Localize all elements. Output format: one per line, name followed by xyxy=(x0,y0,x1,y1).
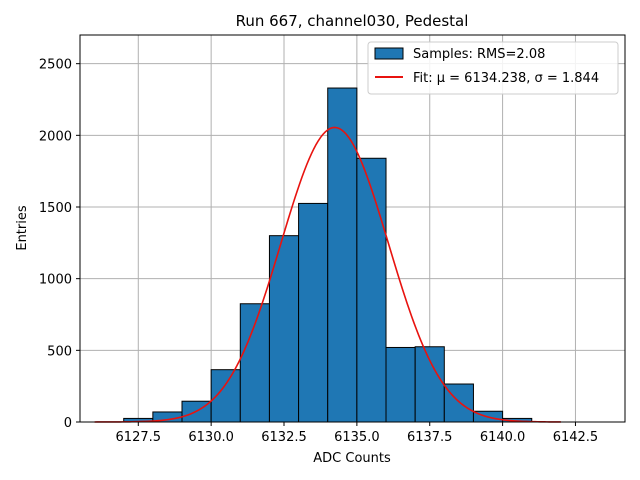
legend-samples-label: Samples: RMS=2.08 xyxy=(413,47,545,62)
histogram-bar xyxy=(298,202,329,423)
x-tick-label: 6140.0 xyxy=(480,430,526,445)
histogram-bar xyxy=(414,346,445,423)
legend-fit-label: Fit: μ = 6134.238, σ = 1.844 xyxy=(413,71,599,86)
legend-samples-swatch xyxy=(374,47,404,60)
histogram-bar xyxy=(268,235,300,423)
x-tick-label: 6130.0 xyxy=(188,430,234,445)
legend-box xyxy=(367,41,619,95)
histogram-bar xyxy=(356,157,387,423)
x-tick-label: 6137.5 xyxy=(407,430,453,445)
histogram-bar xyxy=(327,87,358,423)
y-tick-label: 2500 xyxy=(39,58,72,73)
x-tick-label: 6142.5 xyxy=(553,430,599,445)
x-tick-label: 6132.5 xyxy=(261,430,307,445)
histogram-bar xyxy=(239,303,270,423)
x-tick-label: 6127.5 xyxy=(116,430,162,445)
y-axis-label: Entries xyxy=(15,205,30,251)
y-axis-ticks: 0 500 1000 1500 2000 2500 xyxy=(39,58,80,431)
x-tick-label: 6135.0 xyxy=(334,430,380,445)
plot-frame xyxy=(79,34,626,423)
x-axis-label: ADC Counts xyxy=(313,451,391,466)
legend: Samples: RMS=2.08 Fit: μ = 6134.238, σ =… xyxy=(367,41,619,95)
fit-curve xyxy=(94,126,561,423)
histogram-bars xyxy=(123,87,533,423)
chart-title: Run 667, channel030, Pedestal xyxy=(236,12,469,30)
y-tick-label: 0 xyxy=(64,416,72,431)
y-tick-label: 2000 xyxy=(39,129,72,144)
y-tick-label: 1000 xyxy=(39,273,72,288)
x-axis-ticks: 6127.5 6130.0 6132.5 6135.0 6137.5 6140.0 6142… xyxy=(116,422,599,445)
y-tick-label: 500 xyxy=(47,344,72,359)
y-tick-label: 1500 xyxy=(39,201,72,216)
histogram-bar xyxy=(385,346,416,423)
